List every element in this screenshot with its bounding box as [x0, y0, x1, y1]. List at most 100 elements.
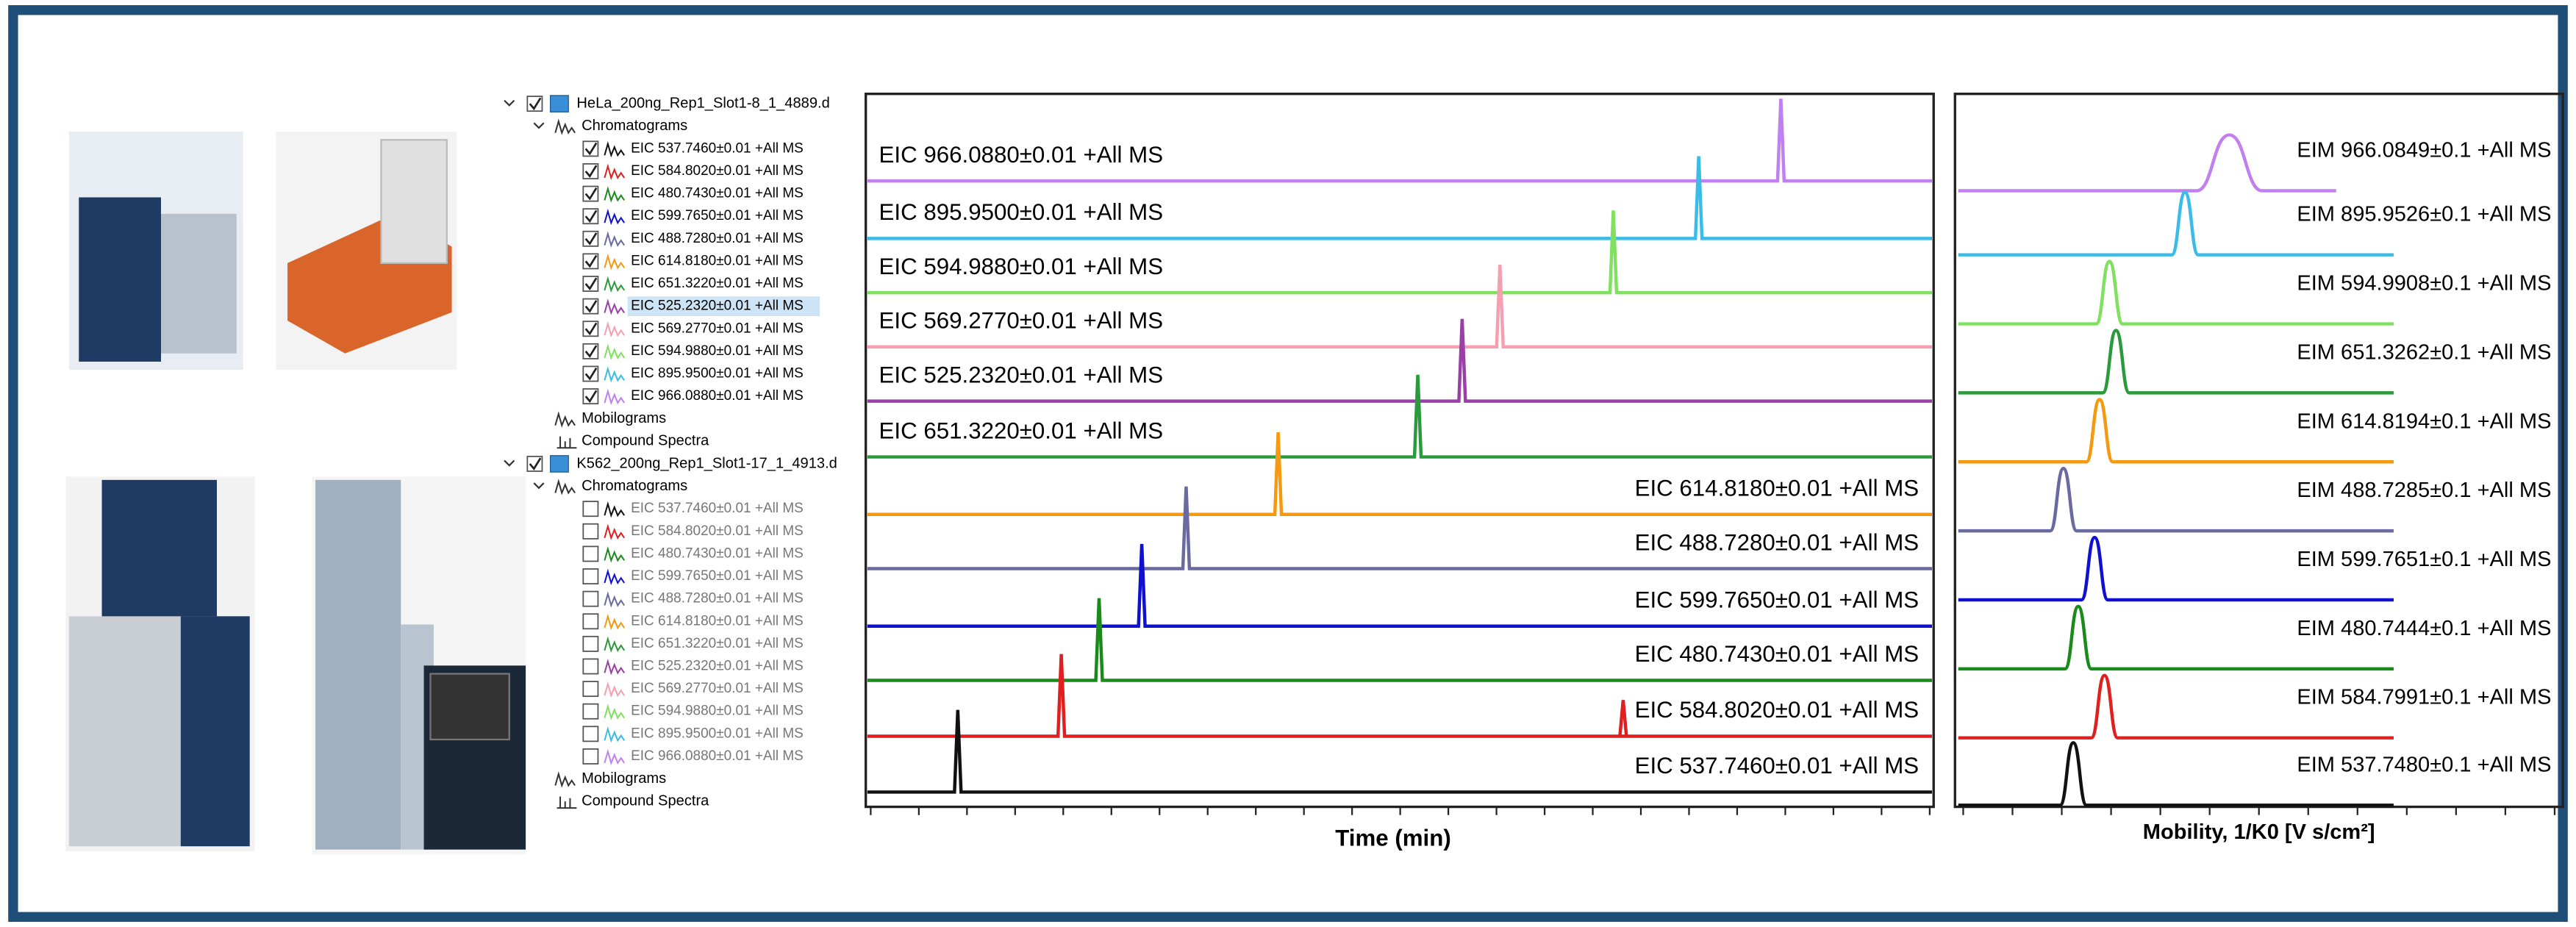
- eim-trace: [1958, 133, 2336, 193]
- eic-item[interactable]: EIC 488.7280±0.01 +All MS: [631, 231, 804, 246]
- eim-trace: [1958, 604, 2394, 671]
- checkbox[interactable]: [582, 501, 599, 518]
- trace-icon: [604, 659, 626, 676]
- checkbox[interactable]: [582, 545, 599, 562]
- eic-trace: [867, 374, 1932, 459]
- check-mark: [584, 187, 598, 201]
- eim-panel: EIM 966.0849±0.1 +All MS EIM 895.9526±0.1…: [1958, 133, 2556, 815]
- eic-trace: [867, 99, 1932, 183]
- eic-item[interactable]: EIC 525.2320±0.01 +All MS: [631, 298, 804, 314]
- ms-top: [101, 479, 217, 628]
- eim-trace: [1958, 190, 2394, 257]
- eim-trace: [1958, 535, 2394, 602]
- eic-item[interactable]: EIC 537.7460±0.01 +All MS: [631, 140, 804, 156]
- eic-item[interactable]: EIC 569.2770±0.01 +All MS: [631, 321, 804, 336]
- eic-item[interactable]: EIC 584.8020±0.01 +All MS: [631, 523, 804, 539]
- group-label: Mobilograms: [582, 410, 666, 426]
- check-mark: [529, 97, 542, 111]
- checkbox[interactable]: [582, 703, 599, 720]
- eic-item[interactable]: EIC 651.3220±0.01 +All MS: [631, 636, 804, 651]
- trace-icon: [604, 748, 626, 765]
- trace-icon: [554, 479, 576, 495]
- check-mark: [584, 390, 598, 404]
- spectra-icon: [557, 796, 577, 809]
- eic-item[interactable]: EIC 480.7430±0.01 +All MS: [631, 545, 804, 561]
- trace-icon: [554, 771, 576, 788]
- autosampler-arm: [380, 139, 448, 264]
- eim-trace: [1958, 260, 2394, 326]
- eic-panel: EIC 966.0880±0.01 +All MS EIC 895.9500±0.…: [867, 99, 1932, 815]
- eic-label: EIC 599.7650±0.01 +All MS: [1635, 587, 1920, 612]
- trace-icon: [604, 254, 626, 271]
- eim-trace: [1958, 398, 2394, 464]
- expander[interactable]: [533, 122, 545, 129]
- trace-icon: [604, 681, 626, 698]
- eic-item[interactable]: EIC 537.7460±0.01 +All MS: [631, 501, 804, 516]
- eic-label: EIC 537.7460±0.01 +All MS: [1635, 753, 1920, 779]
- group-label: Compound Spectra: [582, 792, 709, 809]
- checkbox[interactable]: [582, 523, 599, 540]
- eic-item[interactable]: EIC 525.2320±0.01 +All MS: [631, 659, 804, 674]
- eic-label: EIC 584.8020±0.01 +All MS: [1635, 697, 1920, 723]
- eic-trace: [867, 709, 1932, 794]
- eic-item[interactable]: EIC 584.8020±0.01 +All MS: [631, 163, 804, 179]
- eim-label: EIM 614.8194±0.1 +All MS: [2297, 409, 2551, 433]
- checkbox[interactable]: [582, 635, 599, 652]
- eic-item[interactable]: EIC 599.7650±0.01 +All MS: [631, 568, 804, 584]
- trace-icon: [604, 726, 626, 743]
- eim-label: EIM 488.7285±0.1 +All MS: [2297, 479, 2551, 502]
- eic-item[interactable]: EIC 599.7650±0.01 +All MS: [631, 208, 804, 223]
- eic-label: EIC 614.8180±0.01 +All MS: [1635, 476, 1920, 501]
- checkbox[interactable]: [582, 613, 599, 630]
- checkbox[interactable]: [582, 658, 599, 675]
- checkbox[interactable]: [582, 748, 599, 765]
- eic-item[interactable]: EIC 480.7430±0.01 +All MS: [631, 186, 804, 201]
- file-icon: [549, 455, 569, 473]
- trace-icon: [604, 704, 626, 720]
- checkbox[interactable]: [582, 726, 599, 742]
- expander[interactable]: [504, 99, 515, 107]
- selection: [627, 296, 820, 317]
- eic-item[interactable]: EIC 569.2770±0.01 +All MS: [631, 681, 804, 696]
- check-mark: [584, 322, 598, 336]
- trace-icon: [604, 343, 626, 360]
- trace-icon: [604, 321, 626, 338]
- trace-icon: [604, 501, 626, 518]
- expander[interactable]: [504, 459, 515, 467]
- eic-item[interactable]: EIC 966.0880±0.01 +All MS: [631, 388, 804, 404]
- eic-trace: [867, 432, 1932, 517]
- trace-icon: [604, 208, 626, 226]
- trace-icon: [604, 388, 626, 406]
- trace-icon: [604, 366, 626, 383]
- tree-view: HeLa_200ng_Rep1_Slot1-8_1_4889.d Chromato…: [504, 95, 837, 809]
- eic-item[interactable]: EIC 614.8180±0.01 +All MS: [631, 613, 804, 629]
- eim-label: EIM 480.7444±0.1 +All MS: [2297, 617, 2551, 640]
- eic-item[interactable]: EIC 895.9500±0.01 +All MS: [631, 726, 804, 741]
- trace-icon: [604, 613, 626, 631]
- eic-item[interactable]: EIC 895.9500±0.01 +All MS: [631, 366, 804, 382]
- eic-item[interactable]: EIC 966.0880±0.01 +All MS: [631, 748, 804, 764]
- eic-item[interactable]: EIC 651.3220±0.01 +All MS: [631, 276, 804, 291]
- eic-item[interactable]: EIC 488.7280±0.01 +All MS: [631, 591, 804, 606]
- eim-trace: [1958, 329, 2394, 395]
- trace-icon: [604, 546, 626, 563]
- expander[interactable]: [533, 482, 545, 490]
- eim-label: EIM 584.7991±0.1 +All MS: [2297, 686, 2551, 709]
- eic-item[interactable]: EIC 594.9880±0.01 +All MS: [631, 343, 804, 359]
- checkbox[interactable]: [582, 590, 599, 607]
- check-mark: [584, 142, 598, 156]
- eic-label: EIC 488.7280±0.01 +All MS: [1635, 529, 1920, 555]
- checkbox[interactable]: [582, 681, 599, 698]
- tower: [315, 479, 401, 850]
- group-label: Chromatograms: [582, 118, 687, 134]
- trace-icon: [604, 523, 626, 540]
- eic-item[interactable]: EIC 594.9880±0.01 +All MS: [631, 704, 804, 719]
- check-mark: [584, 232, 598, 246]
- checkbox[interactable]: [582, 568, 599, 584]
- trace-icon: [604, 276, 626, 293]
- eic-item[interactable]: EIC 614.8180±0.01 +All MS: [631, 253, 804, 268]
- eim-label: EIM 599.7651±0.1 +All MS: [2297, 548, 2551, 571]
- ms-panel: [180, 616, 250, 847]
